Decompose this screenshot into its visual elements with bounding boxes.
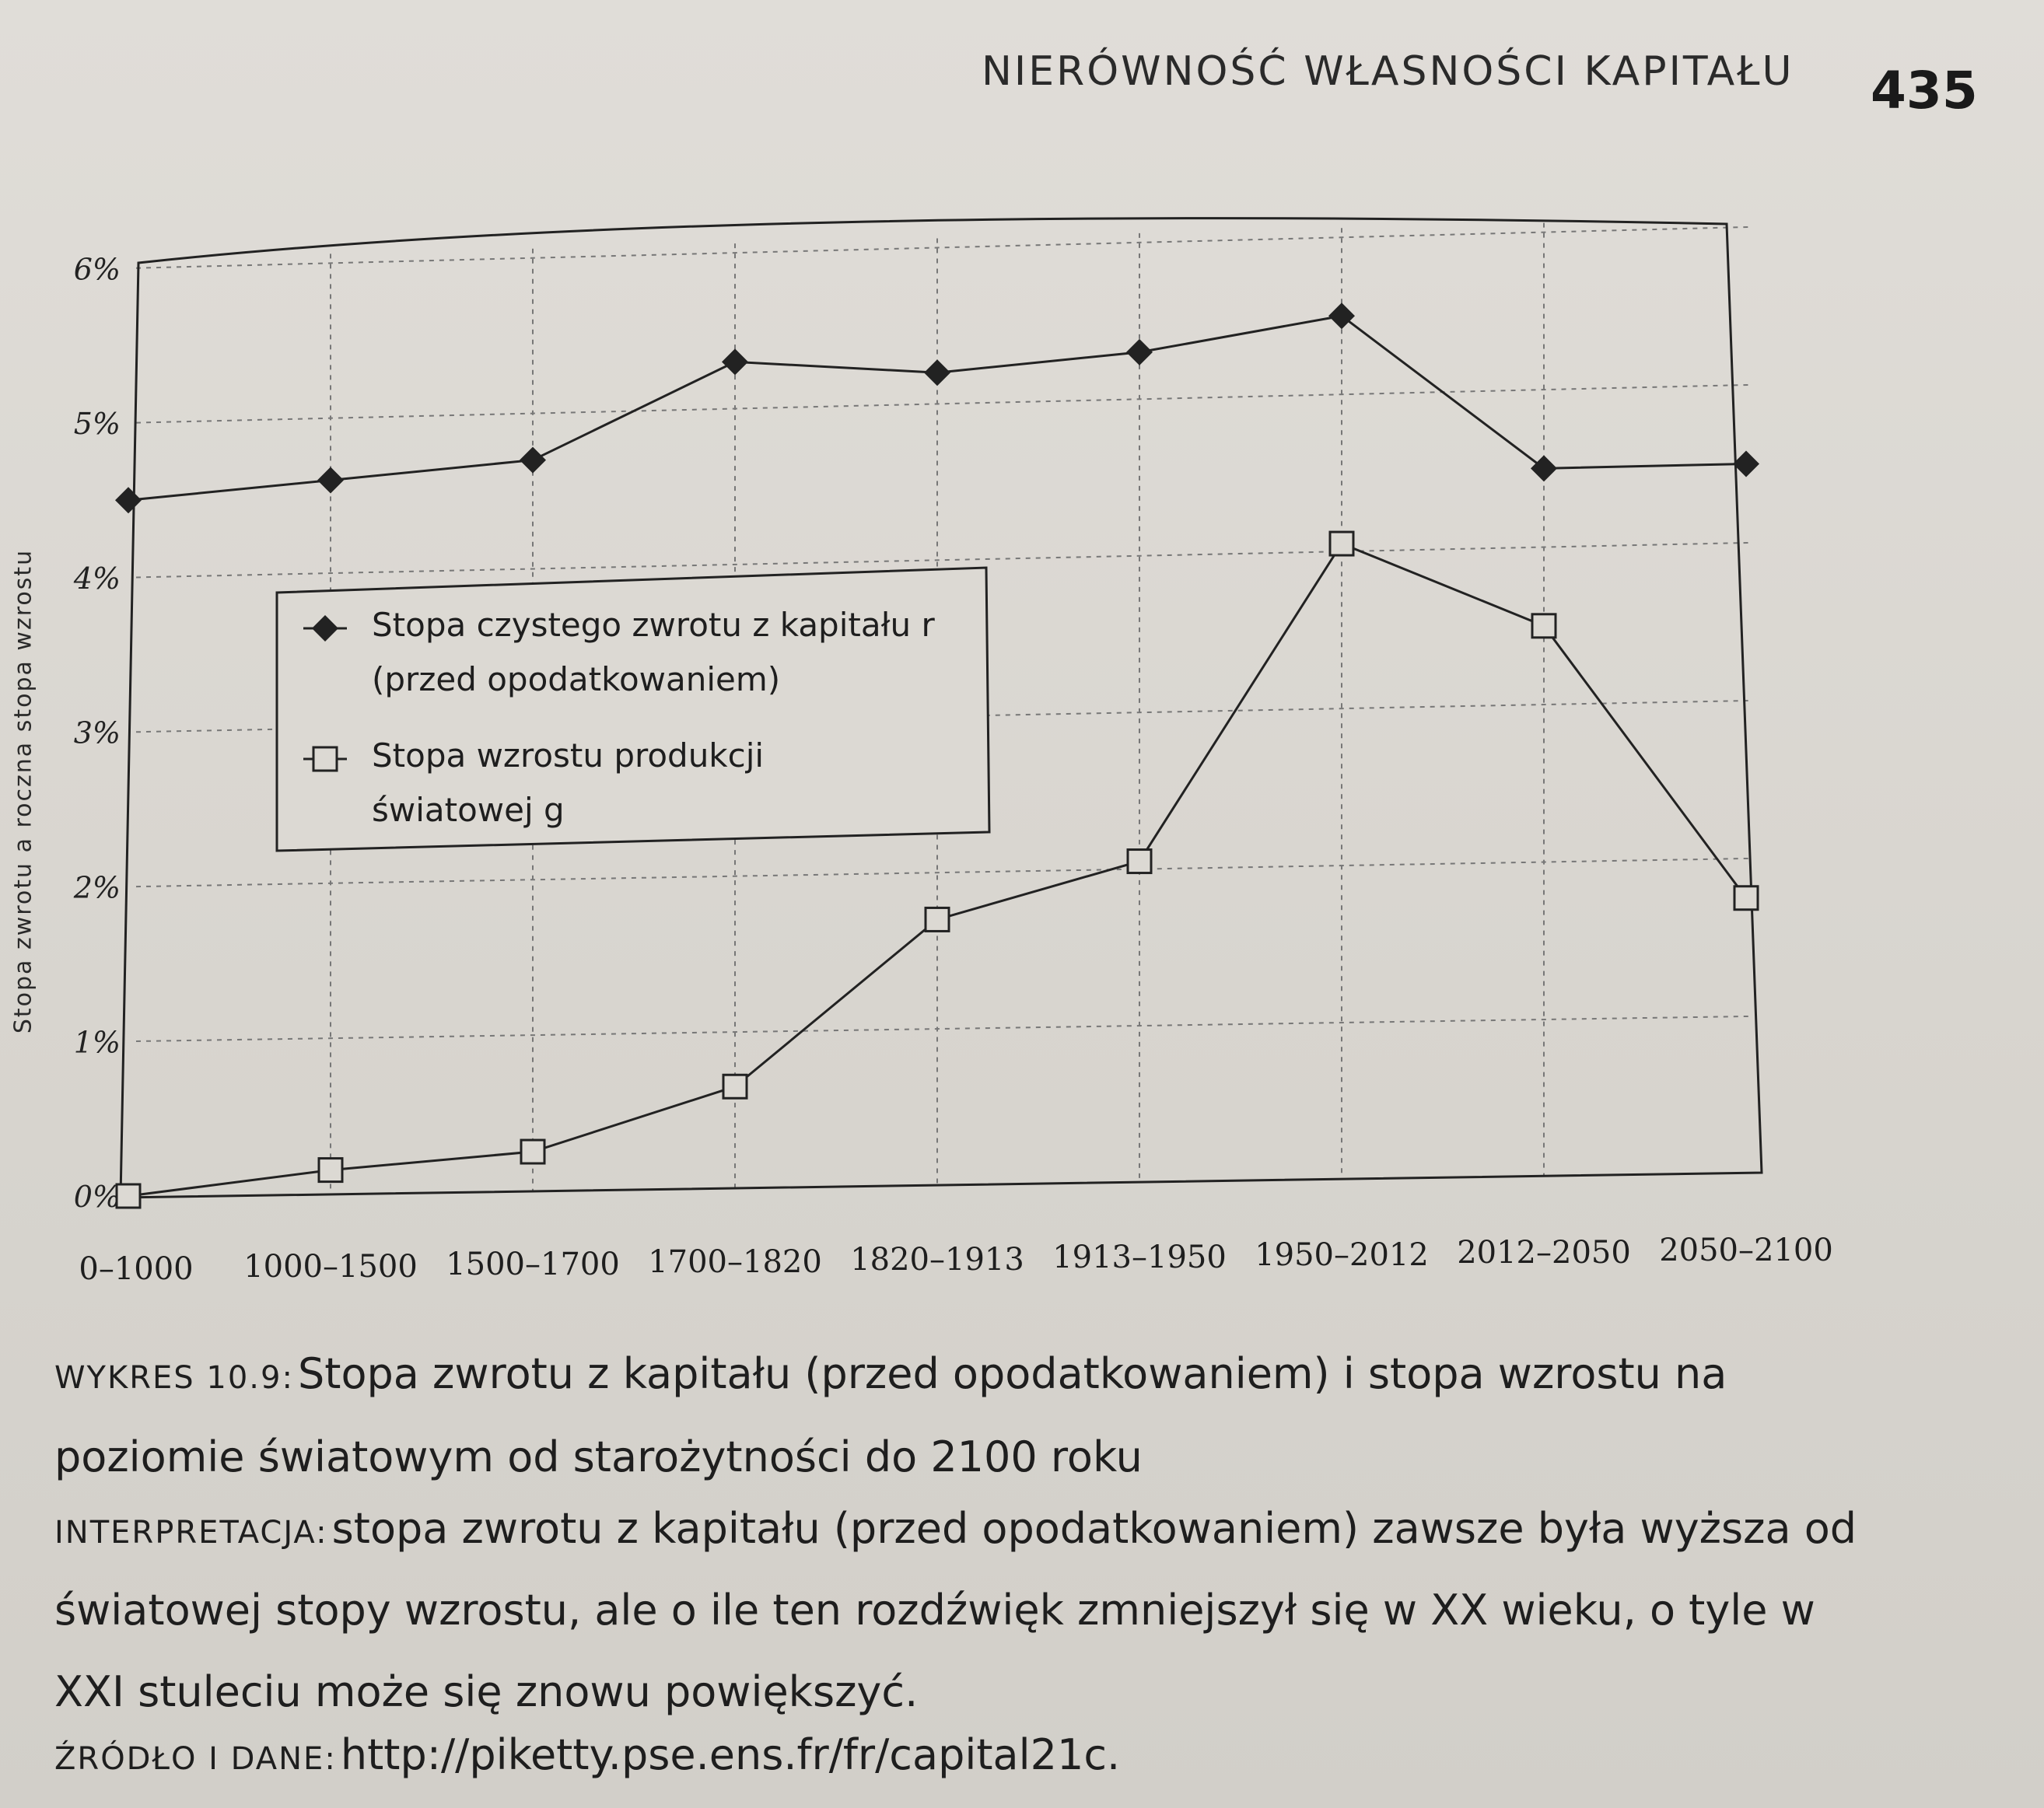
- data-point-r: [1328, 302, 1355, 330]
- gridline-h: [135, 541, 1751, 579]
- y-tick-label: 6%: [74, 252, 121, 286]
- data-point-r: [317, 467, 344, 494]
- y-tick-label: 4%: [73, 561, 121, 596]
- x-tick-label: 0–1000: [79, 1251, 193, 1287]
- gridline-h: [135, 699, 1751, 733]
- running-head: NIERÓWNOŚĆ WŁASNOŚCI KAPITAŁU: [982, 48, 1794, 95]
- data-point-g: [317, 1157, 344, 1184]
- series-r: [115, 302, 1759, 514]
- figure-label: WYKRES 10.9:: [54, 1360, 294, 1396]
- y-tick-labels: 0% 1% 2% 3% 4% 5% 6%: [73, 252, 121, 1214]
- data-point-g: [1531, 613, 1557, 639]
- legend-label: Stopa czystego zwrotu z kapitału r: [372, 606, 935, 644]
- x-tick-label: 2050–2100: [1659, 1233, 1833, 1268]
- gridline-h: [135, 1015, 1751, 1043]
- y-tick-label: 0%: [74, 1180, 121, 1214]
- x-tick-label: 2012–2050: [1457, 1235, 1631, 1271]
- data-point-g: [924, 906, 950, 932]
- x-tick-label: 1700–1820: [648, 1244, 822, 1280]
- page-number: 435: [1871, 61, 1978, 121]
- y-tick-label: 1%: [74, 1025, 121, 1059]
- y-tick-label: 3%: [74, 716, 121, 750]
- source: ŹRÓDŁO I DANE: http://piketty.pse.ens.fr…: [54, 1730, 1874, 1779]
- x-tick-labels: 0–1000 1000–1500 1500–1700 1700–1820 1820–19…: [79, 1233, 1832, 1287]
- grid-layer: [135, 222, 1751, 1194]
- legend-item-g: Stopa wzrostu produkcji światowej g: [303, 736, 764, 829]
- data-point-g: [520, 1138, 546, 1165]
- legend-label: (przed opodatkowaniem): [372, 660, 780, 698]
- x-tick-label: 1950–2012: [1255, 1237, 1429, 1273]
- data-point-g: [1328, 530, 1355, 557]
- gridline-h: [135, 383, 1751, 424]
- data-point-r: [1733, 450, 1759, 477]
- figure-title: Stopa zwrotu z kapitału (przed opodatkow…: [54, 1349, 1727, 1481]
- data-point-r: [1126, 338, 1153, 365]
- legend: Stopa czystego zwrotu z kapitału r (przed…: [275, 566, 991, 852]
- data-point-r: [924, 359, 950, 386]
- data-point-g: [1733, 885, 1759, 911]
- gridline-h: [135, 857, 1751, 888]
- interpretation-text: stopa zwrotu z kapitału (przed opodatkow…: [54, 1504, 1857, 1716]
- data-point-r: [115, 487, 142, 514]
- figure-caption: WYKRES 10.9: Stopa zwrotu z kapitału (pr…: [54, 1338, 1874, 1504]
- data-point-r: [312, 615, 338, 642]
- interpretation: INTERPRETACJA: stopa zwrotu z kapitału (…: [54, 1493, 1874, 1738]
- x-tick-label: 1820–1913: [850, 1242, 1024, 1278]
- series-layer: [115, 302, 1759, 1209]
- x-tick-label: 1500–1700: [446, 1247, 620, 1282]
- gridline-h: [135, 226, 1751, 269]
- x-tick-label: 1000–1500: [243, 1249, 418, 1285]
- data-point-g: [722, 1073, 748, 1100]
- data-point-r: [520, 446, 546, 474]
- y-tick-label: 2%: [73, 871, 121, 905]
- source-text: http://piketty.pse.ens.fr/fr/capital21c.: [340, 1730, 1121, 1779]
- data-point-r: [722, 348, 748, 376]
- data-point-g: [115, 1183, 142, 1209]
- legend-label: Stopa wzrostu produkcji: [372, 736, 764, 775]
- chart: 0% 1% 2% 3% 4% 5% 6% 0–1000 1000–1500 1500–1700 1…: [73, 217, 1833, 1287]
- data-point-g: [1126, 848, 1153, 875]
- legend-box: [275, 566, 991, 852]
- data-point-r: [1531, 455, 1557, 482]
- x-tick-label: 1913–1950: [1052, 1240, 1227, 1275]
- source-label: ŹRÓDŁO I DANE:: [54, 1741, 337, 1777]
- legend-item-r: Stopa czystego zwrotu z kapitału r (przed…: [303, 606, 935, 698]
- interpretation-label: INTERPRETACJA:: [54, 1515, 328, 1551]
- y-tick-label: 5%: [74, 407, 121, 441]
- plot-frame: [119, 217, 1763, 1199]
- legend-label: światowej g: [372, 791, 565, 829]
- data-point-g: [312, 746, 338, 772]
- series-g: [115, 530, 1759, 1209]
